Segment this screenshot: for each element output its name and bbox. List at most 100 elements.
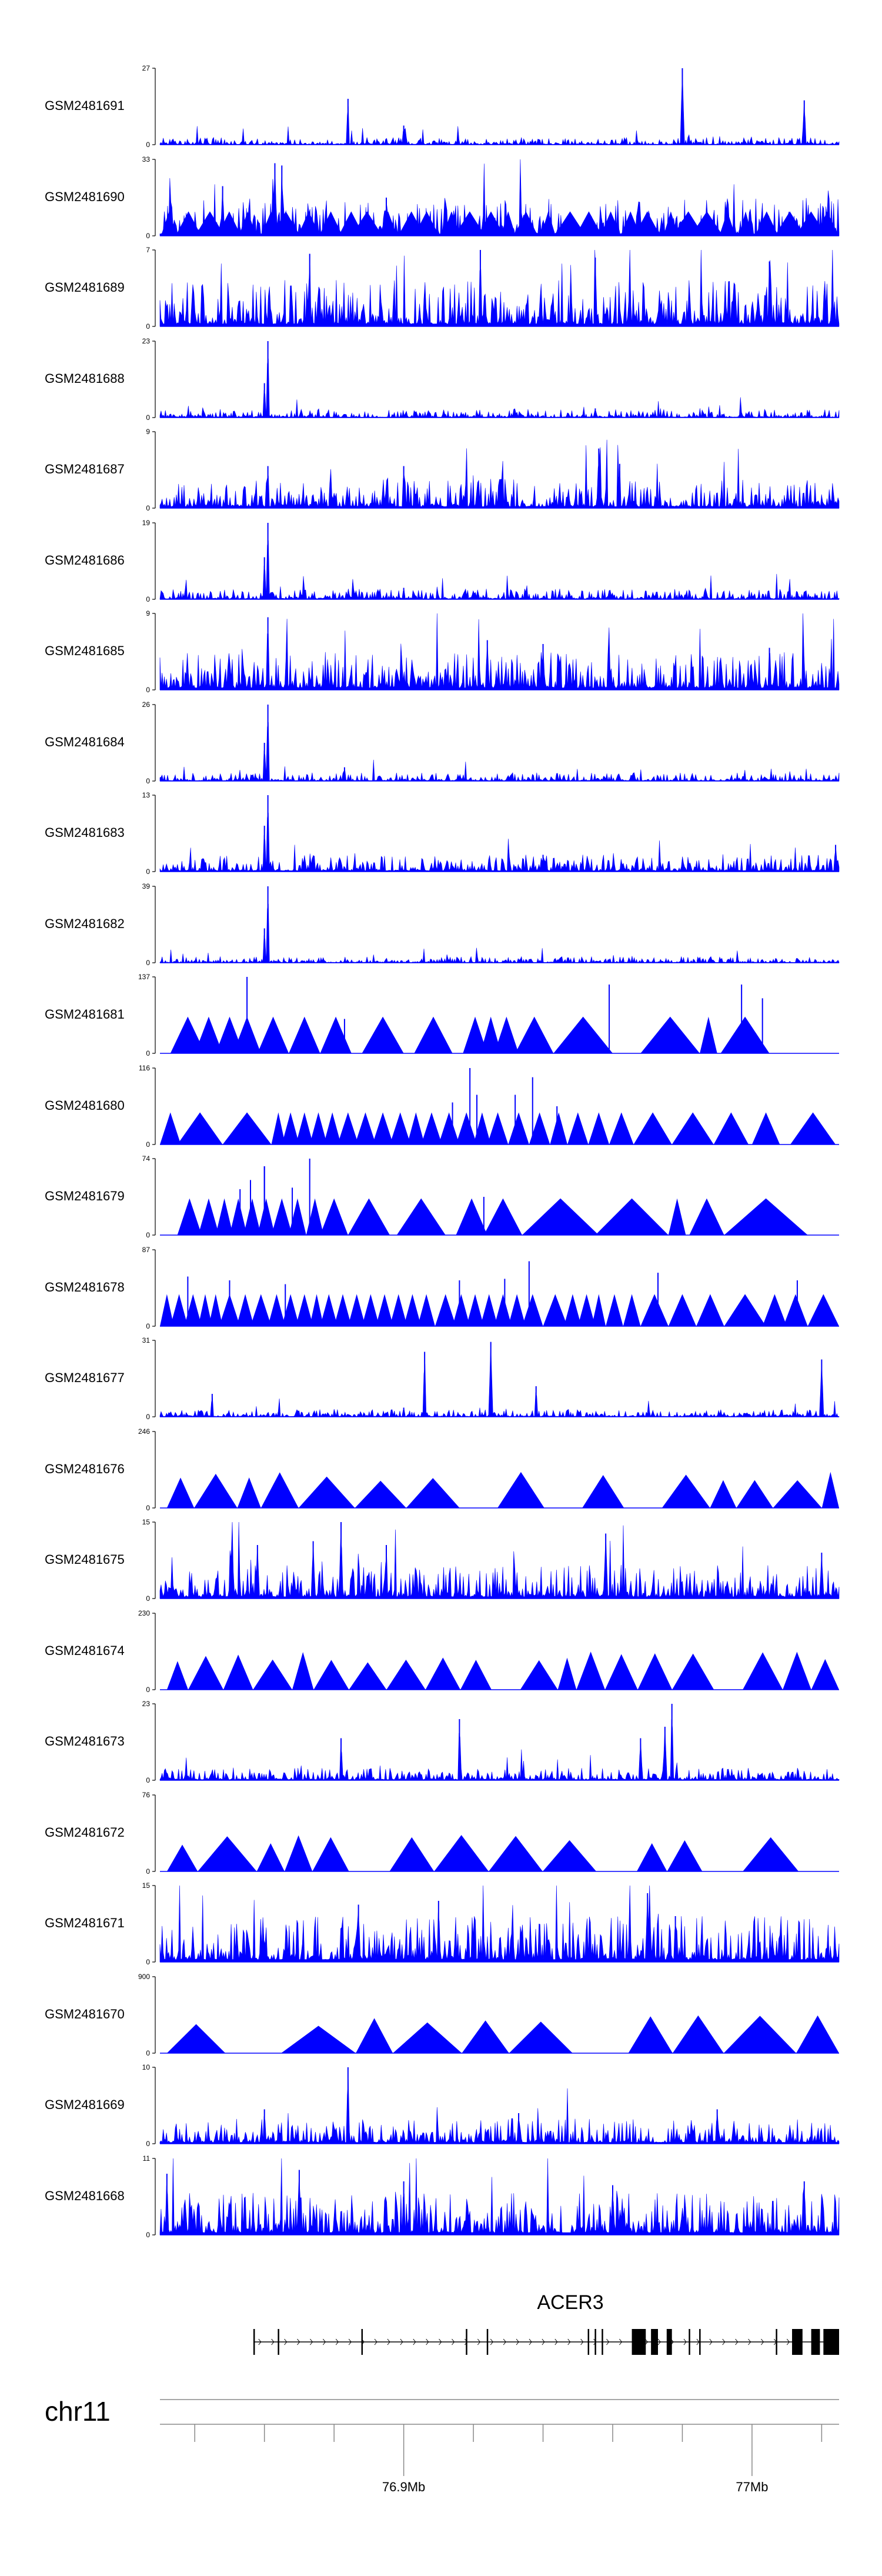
strand-arrow [722, 2338, 726, 2345]
strand-arrow [761, 2338, 764, 2345]
gene-name: ACER3 [537, 2291, 604, 2314]
coverage-triangle [668, 1293, 697, 1326]
coverage-triangle [320, 1016, 352, 1053]
strand-arrow [709, 2338, 713, 2345]
coverage-triangle [489, 1836, 543, 1871]
track-GSM2481690: 33 0 [142, 155, 840, 240]
coverage-triangle [743, 1651, 783, 1690]
y-max-label: 116 [139, 1064, 150, 1072]
coverage-triangle [250, 1293, 272, 1326]
coverage-triangle [292, 1651, 314, 1690]
track-GSM2481678: 87 0 [142, 1246, 839, 1330]
track-GSM2481673: 23 0 [142, 1700, 840, 1784]
coverage-triangle [195, 211, 225, 236]
coverage-triangle [195, 1016, 223, 1053]
coverage-triangle [628, 2016, 673, 2053]
coverage-triangle [751, 1112, 780, 1144]
coverage-triangle [296, 1293, 313, 1326]
strand-arrow [683, 2338, 687, 2345]
coverage-triangle [564, 1293, 582, 1326]
coverage-triangle [762, 1293, 787, 1326]
strand-arrow [439, 2338, 442, 2345]
coverage-triangle [640, 1293, 669, 1326]
coverage-triangle [515, 1016, 554, 1053]
y-max-label: 246 [138, 1427, 150, 1436]
coverage-triangle [434, 1834, 489, 1871]
y-min-label: 0 [146, 1958, 150, 1966]
coverage-triangle [198, 1198, 219, 1235]
coverage-triangle [454, 211, 485, 236]
strand-arrow [452, 2338, 455, 2345]
track-GSM2481685: 90 [146, 609, 840, 694]
coverage-triangle [796, 2015, 839, 2053]
signal-area [159, 2079, 840, 2144]
coverage-triangle [389, 1112, 411, 1144]
coverage-triangle [816, 211, 839, 236]
signal-area [159, 540, 840, 599]
y-max-label: 39 [142, 882, 151, 890]
coverage-triangle [480, 1016, 502, 1053]
strand-arrow [271, 2338, 275, 2345]
signal-area [159, 903, 840, 963]
coverage-triangle [239, 211, 256, 236]
y-min-label: 0 [146, 1776, 150, 1784]
coverage-triangle [633, 1112, 672, 1144]
coverage-triangle [466, 1293, 484, 1326]
coverage-triangle [223, 1654, 253, 1690]
y-max-label: 9 [146, 609, 150, 618]
strand-arrow [786, 2338, 790, 2345]
y-max-label: 74 [142, 1154, 151, 1163]
track-GSM2481687: 90 [146, 428, 840, 512]
coverage-triangle [393, 2022, 462, 2053]
coverage-triangle [710, 1480, 737, 1508]
y-min-label: 0 [146, 1140, 150, 1149]
strand-arrow [554, 2338, 558, 2345]
coverage-triangle [253, 1659, 292, 1690]
y-max-label: 230 [138, 1609, 150, 1617]
coverage-triangle [529, 1112, 550, 1144]
coverage-triangle [494, 1293, 512, 1326]
y-min-label: 0 [146, 1049, 150, 1057]
coverage-triangle [592, 1293, 606, 1326]
strand-arrow [426, 2338, 429, 2345]
y-min-label: 0 [146, 2049, 150, 2057]
track-GSM2481689: 70 [146, 246, 840, 331]
coverage-triangle [543, 1293, 567, 1326]
track-label: GSM2481683 [45, 825, 125, 840]
strand-arrow [516, 2338, 519, 2345]
y-max-label: 23 [142, 337, 151, 345]
track-label: GSM2481668 [45, 2188, 125, 2203]
signal-area [159, 1521, 840, 1599]
track-label: GSM2481676 [45, 1461, 125, 1476]
coverage-triangle [668, 1198, 686, 1235]
strand-arrow [580, 2338, 584, 2345]
y-min-label: 0 [146, 322, 150, 331]
strand-arrow [374, 2338, 377, 2345]
coverage-triangle [257, 1016, 289, 1053]
coverage-triangle [236, 1293, 254, 1326]
coverage-triangle [309, 1293, 324, 1326]
signal-area [159, 249, 840, 327]
coverage-triangle [403, 1293, 422, 1326]
coverage-triangle [477, 211, 505, 236]
coverage-triangle [494, 1016, 519, 1053]
strand-arrow [490, 2338, 493, 2345]
coverage-triangle [609, 1112, 634, 1144]
coverage-triangle [355, 1112, 376, 1144]
strand-arrow [284, 2338, 288, 2345]
coverage-triangle [362, 1293, 380, 1326]
coverage-triangle [289, 1016, 320, 1053]
y-max-label: 76 [142, 1791, 151, 1799]
signal-area [159, 812, 840, 872]
exon-utr [466, 2329, 467, 2355]
coverage-triangle [500, 211, 516, 236]
y-min-label: 0 [146, 686, 150, 694]
coverage-triangle [313, 1659, 349, 1690]
exon-coding [666, 2329, 672, 2355]
coverage-triangle [520, 1660, 558, 1690]
coverage-triangle [637, 1653, 673, 1690]
y-min-label: 0 [146, 1504, 150, 1512]
coverage-triangle [175, 211, 202, 236]
track-GSM2481675: 15 0 [142, 1518, 840, 1603]
coverage-triangle [281, 2026, 356, 2053]
